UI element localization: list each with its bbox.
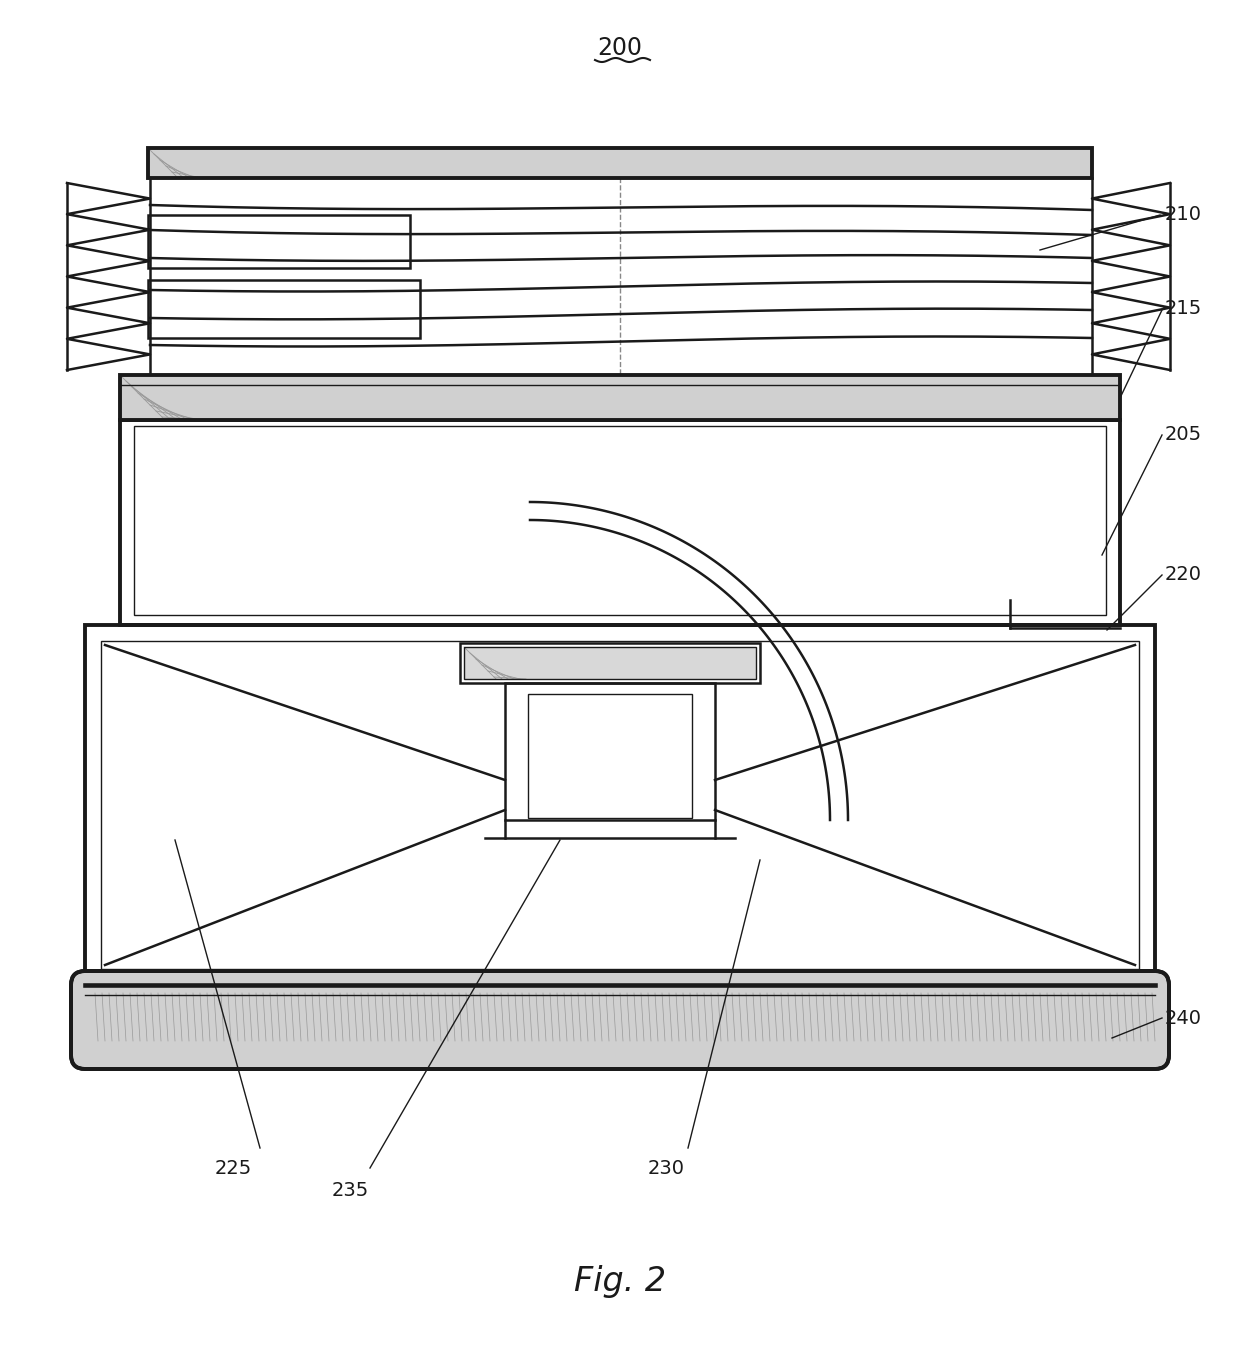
Bar	[100, 642, 1140, 969]
Bar	[120, 421, 1120, 625]
Bar	[464, 647, 756, 679]
Bar	[120, 375, 1120, 421]
FancyBboxPatch shape	[71, 971, 1169, 1069]
Text: 230: 230	[649, 1158, 684, 1178]
Text: 215: 215	[1166, 298, 1203, 318]
Bar	[120, 375, 1120, 421]
Text: 210: 210	[1166, 205, 1202, 225]
Bar	[528, 694, 692, 818]
Bar	[460, 643, 760, 683]
Text: 235: 235	[332, 1181, 370, 1200]
Bar	[86, 625, 1154, 985]
Text: 200: 200	[598, 36, 642, 61]
Text: 225: 225	[215, 1158, 252, 1178]
Text: Fig. 2: Fig. 2	[574, 1266, 666, 1298]
Bar	[148, 280, 420, 338]
Bar	[464, 647, 756, 679]
Bar	[148, 148, 1092, 178]
Text: 220: 220	[1166, 566, 1202, 585]
Bar	[148, 148, 1092, 178]
Bar	[134, 426, 1106, 615]
Text: 240: 240	[1166, 1008, 1202, 1027]
Text: 205: 205	[1166, 426, 1202, 445]
Bar	[148, 214, 410, 268]
Bar	[505, 683, 715, 820]
